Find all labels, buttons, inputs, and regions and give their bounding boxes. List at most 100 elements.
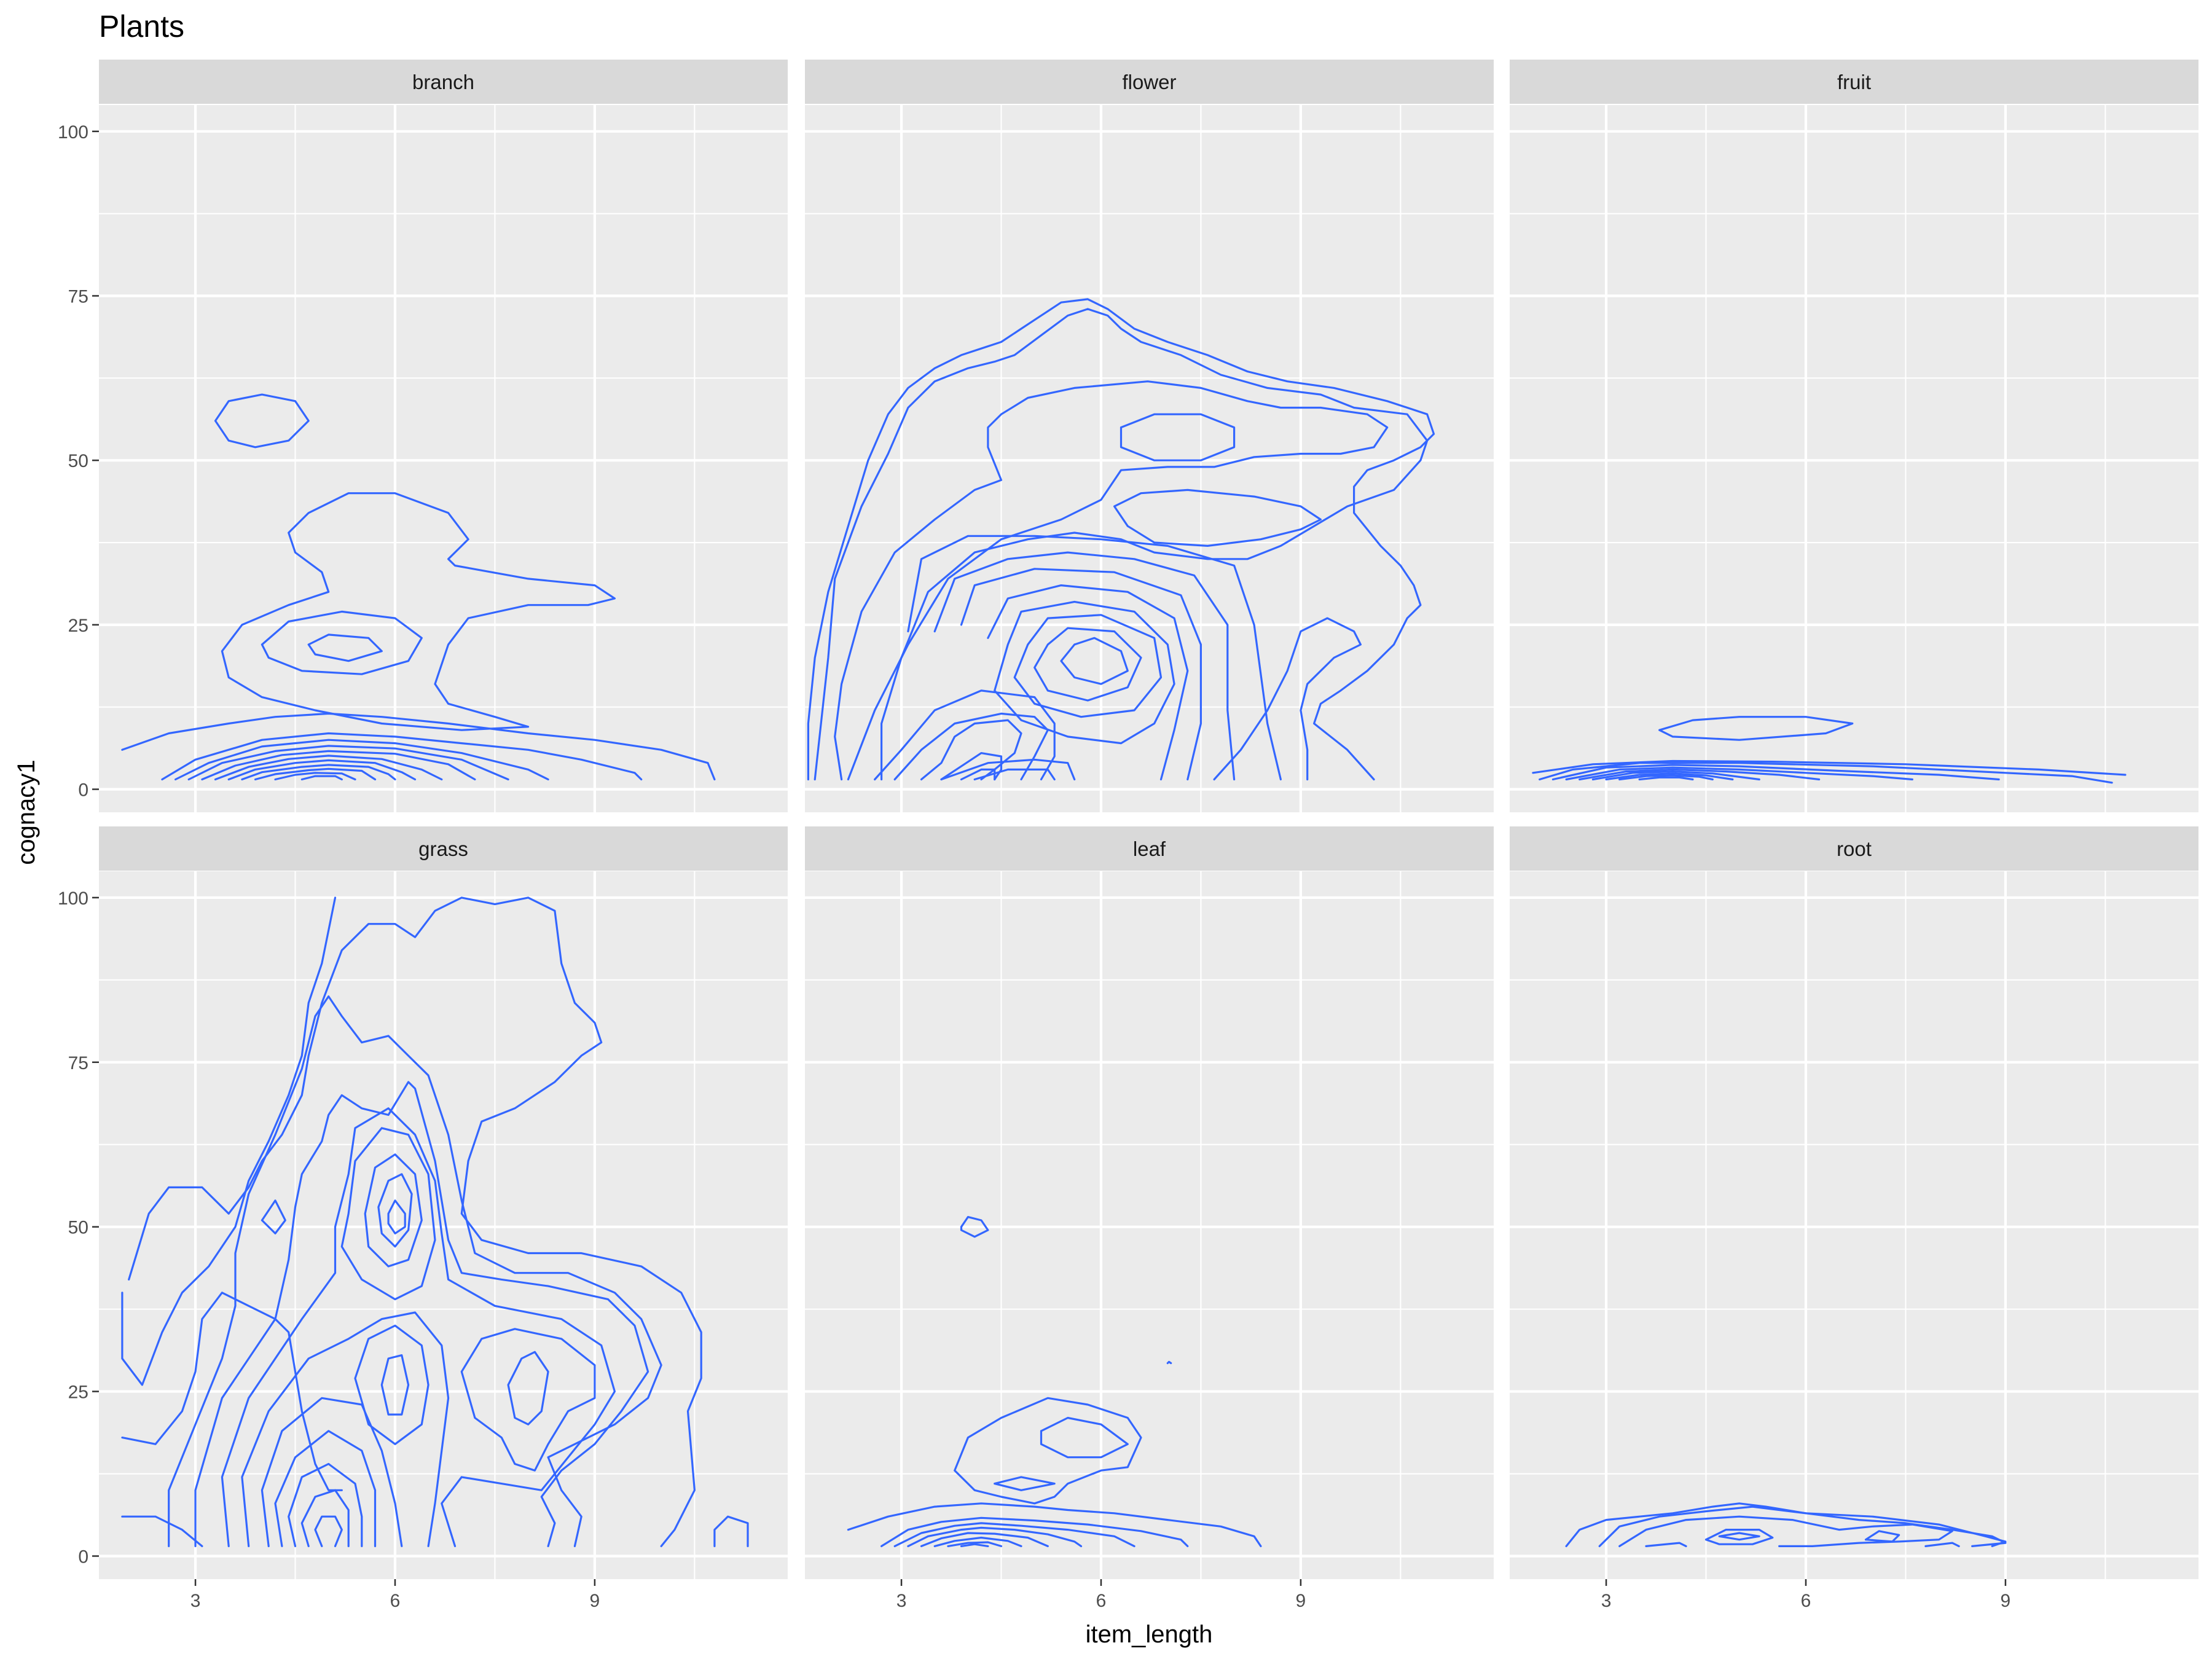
facet-strip-label: fruit	[1837, 71, 1871, 93]
density-contour	[1704, 1529, 1774, 1545]
density-contour	[893, 1522, 1135, 1547]
density-contour	[994, 1476, 1056, 1491]
density-contour	[214, 393, 310, 449]
x-axis-title: item_length	[1086, 1621, 1213, 1648]
density-contour	[1120, 413, 1236, 461]
y-tick-label: 50	[68, 1218, 88, 1238]
facet-strip	[99, 826, 788, 871]
panel-background	[1510, 105, 2198, 812]
x-tick-label: 9	[2001, 1591, 2011, 1611]
y-tick-label: 100	[58, 888, 88, 909]
density-contour	[1013, 614, 1163, 718]
density-contour	[1598, 1505, 2007, 1547]
density-contour	[261, 610, 423, 675]
density-contour	[175, 739, 549, 781]
density-contour	[364, 1153, 423, 1268]
density-contour	[814, 308, 1429, 781]
x-tick-label: 6	[1096, 1591, 1107, 1611]
density-contour	[168, 995, 662, 1547]
panel-background	[99, 871, 788, 1579]
facet-panel-grass: grass 0 25 50 75 100 3 6 9	[58, 826, 788, 1611]
density-contour	[128, 896, 702, 1547]
density-contour	[947, 1541, 1003, 1547]
facet-panel-branch: branch 0 25 50 75 100	[58, 60, 788, 812]
density-contour	[933, 1536, 1022, 1547]
facet-panel-leaf: leaf 3 6 9	[801, 826, 1494, 1611]
density-contour	[221, 1107, 616, 1547]
density-contour	[1565, 1502, 2007, 1547]
density-contour	[933, 551, 1236, 781]
density-contour	[987, 584, 1189, 781]
density-contour	[907, 535, 1282, 781]
facet-strip	[805, 60, 1494, 104]
density-contour	[1213, 617, 1362, 781]
density-contour	[274, 1430, 377, 1547]
density-contour	[1166, 1360, 1172, 1365]
density-contour	[1539, 762, 2113, 784]
density-contour	[214, 755, 443, 781]
facet-strip	[99, 60, 788, 104]
density-contour	[354, 1324, 429, 1445]
x-tick-label: 3	[896, 1591, 907, 1611]
density-contour	[1864, 1530, 1900, 1543]
density-contour	[893, 712, 1049, 781]
density-contour	[1565, 766, 1913, 781]
facet-panels: branch 0 25 50 75 100 flower fruit grass 0 25 50 75 1…	[58, 60, 2198, 1611]
density-contour	[507, 1351, 549, 1426]
density-contour	[907, 1526, 1083, 1547]
chart-title: Plants	[99, 9, 184, 44]
density-contour	[1033, 627, 1142, 702]
density-contour	[1618, 1515, 1953, 1547]
density-contour	[940, 758, 1076, 781]
density-contour	[1060, 637, 1129, 685]
density-contour	[307, 633, 383, 662]
x-tick-label: 9	[1296, 1591, 1306, 1611]
facet-strip	[805, 826, 1494, 871]
density-contour	[1645, 1542, 1687, 1547]
facet-strip-label: root	[1837, 837, 1872, 860]
density-contour	[221, 492, 616, 731]
panel-background	[1510, 871, 2198, 1579]
density-contour	[380, 1354, 410, 1416]
y-tick-label: 0	[78, 780, 88, 801]
density-contour	[1113, 488, 1322, 547]
density-contour	[1618, 774, 1714, 781]
panel-background	[99, 105, 788, 812]
y-tick-label: 0	[78, 1547, 88, 1567]
x-tick-label: 6	[1801, 1591, 1811, 1611]
density-contour	[1532, 759, 2127, 776]
density-contour	[960, 568, 1202, 781]
density-contour	[241, 1311, 450, 1547]
density-contour	[121, 712, 716, 781]
density-contour	[1551, 764, 2000, 781]
density-contour	[973, 768, 1056, 781]
x-tick-label: 6	[390, 1591, 401, 1611]
density-contour	[227, 759, 417, 781]
density-contour	[920, 1532, 1049, 1547]
density-contour	[274, 772, 356, 781]
facet-strip-label: flower	[1122, 71, 1176, 93]
density-contour	[1579, 768, 1821, 781]
density-contour	[187, 745, 509, 781]
density-contour	[1040, 1416, 1129, 1459]
facet-strip-label: leaf	[1133, 837, 1166, 860]
density-contour	[121, 1292, 343, 1491]
density-contour	[241, 764, 396, 781]
density-contour	[340, 1127, 436, 1301]
density-contour	[874, 689, 1056, 781]
y-tick-label: 50	[68, 451, 88, 471]
density-contour	[1638, 776, 1694, 781]
facet-strip	[1510, 826, 2198, 871]
density-contour	[807, 298, 1435, 781]
density-contour	[954, 1397, 1142, 1505]
density-contour	[713, 1515, 749, 1547]
density-contour	[960, 1543, 989, 1547]
y-tick-label: 100	[58, 122, 88, 143]
panel-background	[805, 871, 1494, 1579]
x-tick-label: 9	[590, 1591, 600, 1611]
y-tick-label: 75	[68, 1053, 88, 1073]
facet-panel-flower: flower	[801, 60, 1494, 812]
x-tick-label: 3	[190, 1591, 201, 1611]
y-tick-label: 25	[68, 1382, 88, 1403]
density-contour	[1591, 771, 1760, 781]
